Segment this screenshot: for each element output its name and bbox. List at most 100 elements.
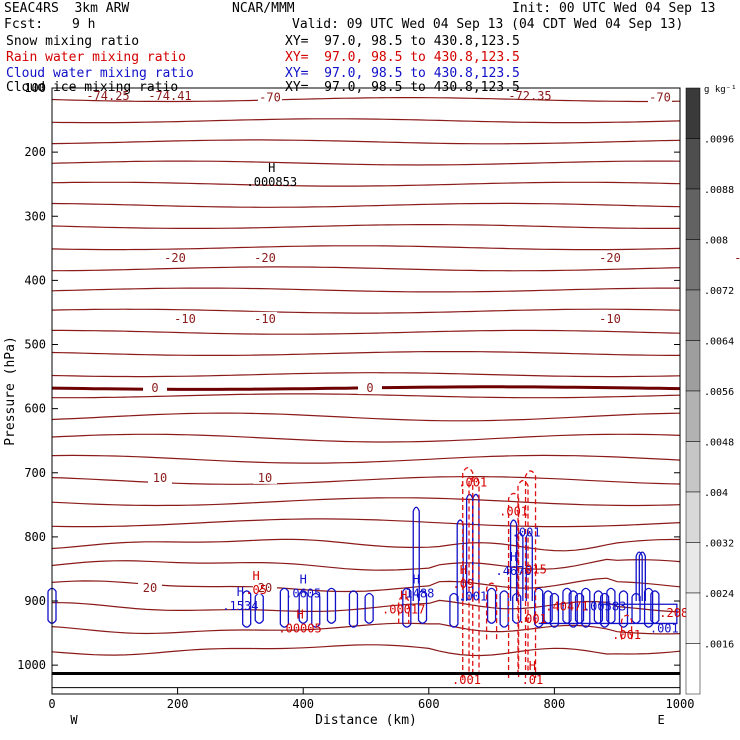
cloud-water-max-marker: H xyxy=(237,585,244,599)
x-tick-label: 400 xyxy=(292,697,314,711)
x-end-label-west: W xyxy=(70,713,78,727)
isotherm-label-bg xyxy=(173,311,197,325)
colorbar-swatch xyxy=(685,592,701,644)
cloud-water-contour xyxy=(279,587,290,628)
x-tick-label: 1000 xyxy=(666,697,695,711)
model-title: SEAC4RS 3km ARW xyxy=(4,1,130,16)
isotherm-line xyxy=(51,160,681,166)
isotherm-label: 0 xyxy=(366,381,373,395)
isotherm-label: 20 xyxy=(258,581,272,595)
cloud-water-tower xyxy=(635,551,643,602)
cloud-water-max-value: .001 xyxy=(512,525,541,539)
colorbar-tick-label: .0024 xyxy=(704,589,734,600)
cloud-water-max-value: .0605 xyxy=(285,586,321,600)
colorbar-tick-label: .0072 xyxy=(704,286,734,297)
isotherm-label: -10 xyxy=(254,312,276,326)
isotherm-label: -10 xyxy=(599,312,621,326)
rain-water-contour xyxy=(468,476,480,672)
isotherm-label-bg xyxy=(733,250,740,264)
forecast-hour: 9 h xyxy=(72,17,96,32)
cloud-water-contour xyxy=(562,587,572,624)
cloud-water-contour xyxy=(449,592,459,628)
valid-time: Valid: 09 UTC Wed 04 Sep 13 (04 CDT Wed … xyxy=(292,17,684,32)
temperature-isotherms xyxy=(51,97,681,657)
rain-water-max-value: .00005 xyxy=(278,622,321,636)
y-axis-title: Pressure (hPa) xyxy=(3,336,18,446)
isotherm-line xyxy=(52,266,681,272)
isotherm-label: 0 xyxy=(151,381,158,395)
isotherm-line xyxy=(51,497,681,507)
cloud-water-contour xyxy=(47,587,57,624)
cloud-water-contour xyxy=(499,590,509,628)
y-tick-label: 700 xyxy=(24,466,46,480)
cloud-water-contour xyxy=(543,590,553,624)
isotherm-line xyxy=(51,622,681,635)
cloud-water-contours xyxy=(47,493,678,628)
isotherm-label: 10 xyxy=(153,471,167,485)
isotherm-line xyxy=(51,518,681,528)
isotherm-line xyxy=(51,476,681,485)
snow-max-marker: H xyxy=(268,161,275,175)
isotherm-line xyxy=(51,433,681,443)
colorbar-unit: g kg⁻¹ xyxy=(704,85,737,95)
rain-water-contour xyxy=(517,479,529,675)
rain-water-max-value: .001 xyxy=(499,504,528,518)
colorbar-tick-label: .0064 xyxy=(704,337,734,348)
isotherm-label-bg xyxy=(138,581,162,595)
x-tick-label: 200 xyxy=(167,697,189,711)
cloud-water-tower xyxy=(412,506,420,602)
cloud-water-max-value: .001 xyxy=(650,622,679,636)
isotherm-line xyxy=(51,97,681,103)
colorbar-swatch xyxy=(685,643,701,695)
rain-water-max-value: .01 xyxy=(522,673,544,687)
mixed-max-value: .208 xyxy=(659,606,688,620)
isotherm-label-bg xyxy=(253,250,277,264)
isotherm-label-bg xyxy=(258,90,282,104)
rain-water-max-marker: H xyxy=(529,659,536,673)
isotherm-line xyxy=(52,393,681,399)
isotherm-line xyxy=(51,139,681,145)
cloud-water-contour xyxy=(326,587,337,624)
rain-water-max-marker: H xyxy=(400,588,407,602)
mixed-max-value: .40471 xyxy=(545,600,588,614)
isotherm-label-bg xyxy=(253,311,277,325)
cloud-water-max-marker: H xyxy=(510,550,517,564)
forecast-label: Fcst: xyxy=(4,17,44,32)
isotherm-label-bg xyxy=(148,470,172,484)
colorbar-tick-label: .008 xyxy=(704,236,728,247)
isotherm-label-bg xyxy=(358,381,382,395)
cloud-water-contour xyxy=(486,587,497,624)
rain-water-max-value: .015 xyxy=(518,563,547,577)
isotherm-label: -20 xyxy=(254,251,276,265)
cloud-water-contour xyxy=(402,587,412,628)
isotherm-line xyxy=(51,202,681,208)
isotherm-line xyxy=(51,118,681,124)
cloud-water-contour xyxy=(298,590,308,624)
isotherm-label-bg xyxy=(598,311,622,325)
isotherm-label: 10 xyxy=(258,471,272,485)
isotherm-label-bg xyxy=(648,90,672,104)
rain-water-max-value: .09 xyxy=(452,577,474,591)
colorbar-swatch xyxy=(685,289,701,341)
isotherm-label: -20 xyxy=(734,251,740,265)
colorbar-tick-label: .0032 xyxy=(704,539,734,550)
cloud-water-contour xyxy=(650,590,660,624)
contour-labels: -70-70-20-20-20-20-10-10-10-100001010102… xyxy=(86,89,740,687)
y-tick-label: 800 xyxy=(24,530,46,544)
isotherm-line xyxy=(51,372,681,378)
y-tick-label: 300 xyxy=(24,209,46,223)
cloud-water-contour xyxy=(574,592,585,624)
isotherm-label: -20 xyxy=(164,251,186,265)
init-time: Init: 00 UTC Wed 04 Sep 13 xyxy=(512,1,716,16)
y-tick-label: 200 xyxy=(24,145,46,159)
field-rain-xy: XY= 97.0, 98.5 to 430.8,123.5 xyxy=(285,50,520,65)
rain-water-max-marker: H xyxy=(460,563,467,577)
isotherm-line xyxy=(51,287,680,293)
x-axis-title: Distance (km) xyxy=(315,713,417,728)
cloud-water-max-marker: H xyxy=(413,572,420,586)
temperature-extreme-label: -74.41 xyxy=(148,89,191,103)
isotherm-label: -70 xyxy=(259,91,281,105)
cloud-water-contour xyxy=(417,590,428,624)
snow-max-value: .000853 xyxy=(247,175,298,189)
